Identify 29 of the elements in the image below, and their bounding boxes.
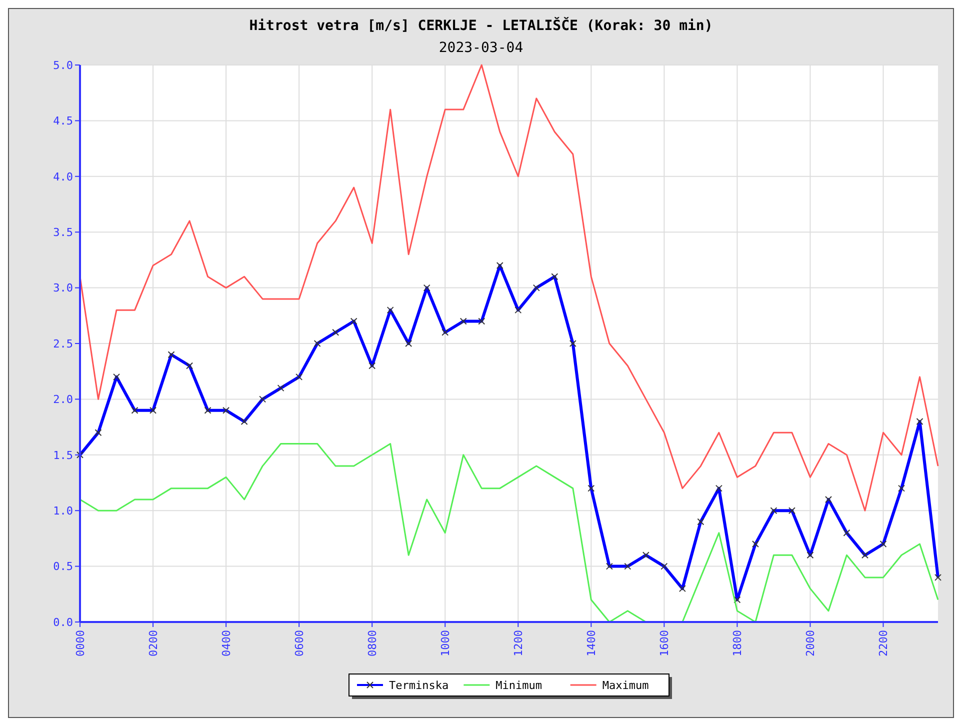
y-tick-label: 2.0 bbox=[53, 393, 73, 406]
x-tick-label: 0600 bbox=[292, 630, 306, 656]
legend-label: Terminska bbox=[389, 678, 449, 692]
x-tick-label: 2000 bbox=[804, 630, 818, 656]
x-tick-label: 0200 bbox=[146, 630, 160, 656]
legend-label: Maximum bbox=[602, 678, 650, 692]
y-tick-label: 1.0 bbox=[53, 504, 73, 518]
y-tick-label: 4.0 bbox=[53, 170, 73, 184]
y-tick-label: 2.5 bbox=[53, 337, 73, 350]
x-tick-label: 1600 bbox=[658, 630, 672, 656]
x-tick-label: 0800 bbox=[366, 630, 379, 656]
x-tick-label: 1000 bbox=[438, 630, 452, 656]
legend-label: Minimum bbox=[496, 678, 542, 692]
y-tick-label: 4.5 bbox=[53, 114, 73, 128]
x-tick-label: 2200 bbox=[877, 630, 890, 656]
y-tick-label: 3.5 bbox=[53, 226, 73, 239]
y-tick-label: 3.0 bbox=[53, 282, 73, 295]
x-tick-label: 0400 bbox=[220, 630, 233, 656]
x-tick-label: 0000 bbox=[74, 630, 87, 656]
x-tick-label: 1800 bbox=[731, 630, 744, 656]
chart-title: Hitrost vetra [m/s] CERKLJE - LETALIŠČE (Korak: 30 min) bbox=[249, 17, 713, 34]
x-tick-label: 1400 bbox=[585, 630, 598, 656]
chart-subtitle: 2023-03-04 bbox=[438, 40, 524, 56]
y-tick-label: 0.5 bbox=[53, 560, 73, 574]
y-tick-label: 1.5 bbox=[53, 448, 73, 462]
line-series bbox=[79, 64, 939, 512]
x-tick-label: 1200 bbox=[512, 630, 525, 656]
y-tick-label: 0.0 bbox=[53, 616, 73, 629]
y-tick-label: 5.0 bbox=[53, 58, 73, 72]
